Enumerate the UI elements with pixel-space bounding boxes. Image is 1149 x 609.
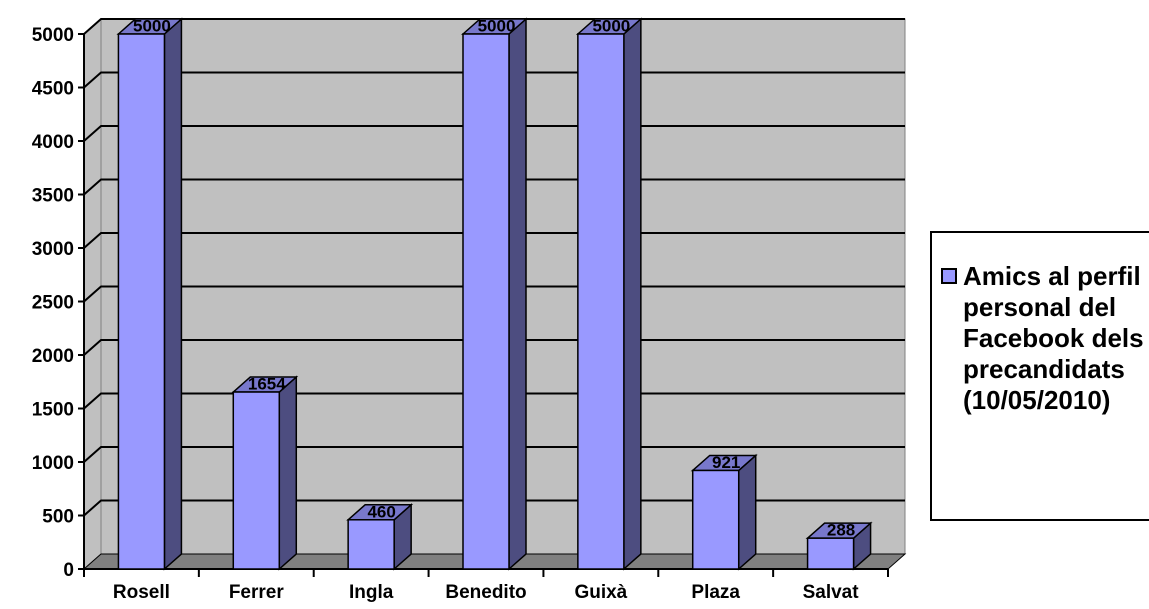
x-category-label: Guixà [574, 582, 627, 603]
data-label: 1654 [248, 375, 286, 394]
x-category-label: Rosell [113, 582, 170, 603]
x-category-label: Ferrer [229, 582, 285, 603]
y-tick-label: 3500 [32, 186, 74, 207]
x-category-labels: Rosell Ferrer Ingla Benedito Guixà Plaza Salva… [113, 582, 859, 603]
y-tick-label: 5000 [32, 25, 74, 46]
bar [806, 537, 855, 570]
x-category-label: Benedito [445, 582, 526, 603]
data-label: 5000 [478, 17, 516, 36]
bar [462, 33, 510, 570]
y-tick-label: 500 [42, 507, 74, 528]
bar-side [623, 17, 642, 571]
bar [117, 33, 166, 570]
y-tick-label: 4000 [32, 132, 74, 153]
y-tick-label: 2500 [32, 293, 74, 314]
bar [691, 469, 740, 570]
x-category-label: Salvat [803, 582, 860, 603]
data-label: 288 [827, 521, 855, 540]
y-tick-label: 3000 [32, 239, 74, 260]
bar-side [163, 17, 183, 571]
bar [577, 33, 625, 570]
data-label: 460 [367, 502, 395, 521]
y-tick-label: 1000 [32, 453, 74, 474]
data-labels: 5000 1654 460 5000 5000 921 288 [133, 17, 855, 540]
bar-side [508, 17, 527, 571]
bar [347, 519, 395, 570]
data-label: 5000 [133, 17, 171, 36]
data-label: 5000 [592, 17, 630, 36]
y-tick-label: 4500 [32, 79, 74, 100]
bars [116, 17, 873, 571]
bar-side [278, 375, 298, 571]
y-tick-label: 1500 [32, 400, 74, 421]
data-label: 921 [712, 453, 740, 472]
x-category-label: Plaza [691, 582, 740, 603]
legend: Amics al perfil personal del Facebook de… [930, 231, 1149, 521]
y-tick-label: 0 [63, 560, 74, 581]
bar-side [737, 453, 757, 571]
bar [232, 391, 281, 570]
y-tick-label: 2000 [32, 346, 74, 367]
x-category-label: Ingla [349, 582, 394, 603]
y-tick-labels: 0 500 1000 1500 2000 2500 3000 3500 4000 4500 5000 [32, 25, 74, 581]
legend-label: Amics al perfil personal del Facebook de… [963, 261, 1144, 415]
legend-swatch [941, 268, 957, 284]
